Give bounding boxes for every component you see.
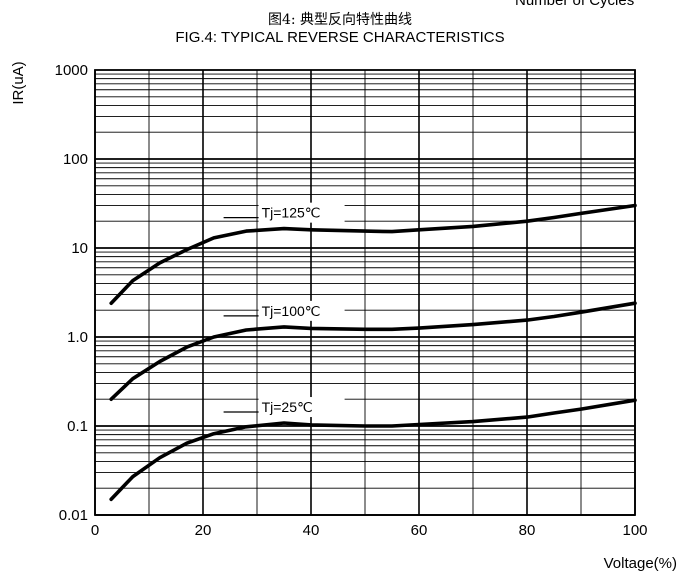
x-tick-label: 20 <box>195 522 212 539</box>
y-tick-label: 0.01 <box>59 507 88 524</box>
plot-frame <box>94 69 636 516</box>
tick-labels: 0 20 40 60 80 100 0.01 0.1 1.0 10 100 1000 <box>55 62 648 539</box>
y-axis-label: IR(uA) <box>10 61 27 104</box>
series-line-3 <box>109 398 637 502</box>
clipped-header-text: Number of Cycles <box>515 0 635 9</box>
grid-lines <box>94 69 636 516</box>
series-label: Tj=25℃ <box>262 399 313 415</box>
chart-title: FIG.4: TYPICAL REVERSE CHARACTERISTICS <box>175 29 505 46</box>
series-line-1 <box>109 203 637 305</box>
series-line-2 <box>109 301 637 401</box>
series-labels: Tj=125℃ Tj=100℃ Tj=25℃ <box>223 202 345 418</box>
chart-title-chinese: 图4: 典型反向特性曲线 <box>267 12 413 28</box>
series-label-background <box>258 202 345 223</box>
y-tick-label: 10 <box>71 240 88 257</box>
x-tick-label: 0 <box>91 522 99 539</box>
y-tick-label: 0.1 <box>67 418 88 435</box>
y-tick-label: 1.0 <box>67 329 88 346</box>
series-label-background <box>258 300 345 321</box>
series-curves <box>109 203 637 502</box>
x-tick-label: 60 <box>411 522 428 539</box>
series-label: Tj=125℃ <box>262 205 321 221</box>
y-tick-label: 1000 <box>55 62 88 79</box>
series-label: Tj=100℃ <box>262 303 321 319</box>
x-tick-label: 100 <box>622 522 647 539</box>
y-tick-label: 100 <box>63 151 88 168</box>
x-axis-label: Voltage(%) <box>604 555 677 572</box>
x-tick-label: 80 <box>519 522 536 539</box>
x-tick-label: 40 <box>303 522 320 539</box>
series-label-background <box>258 397 345 418</box>
